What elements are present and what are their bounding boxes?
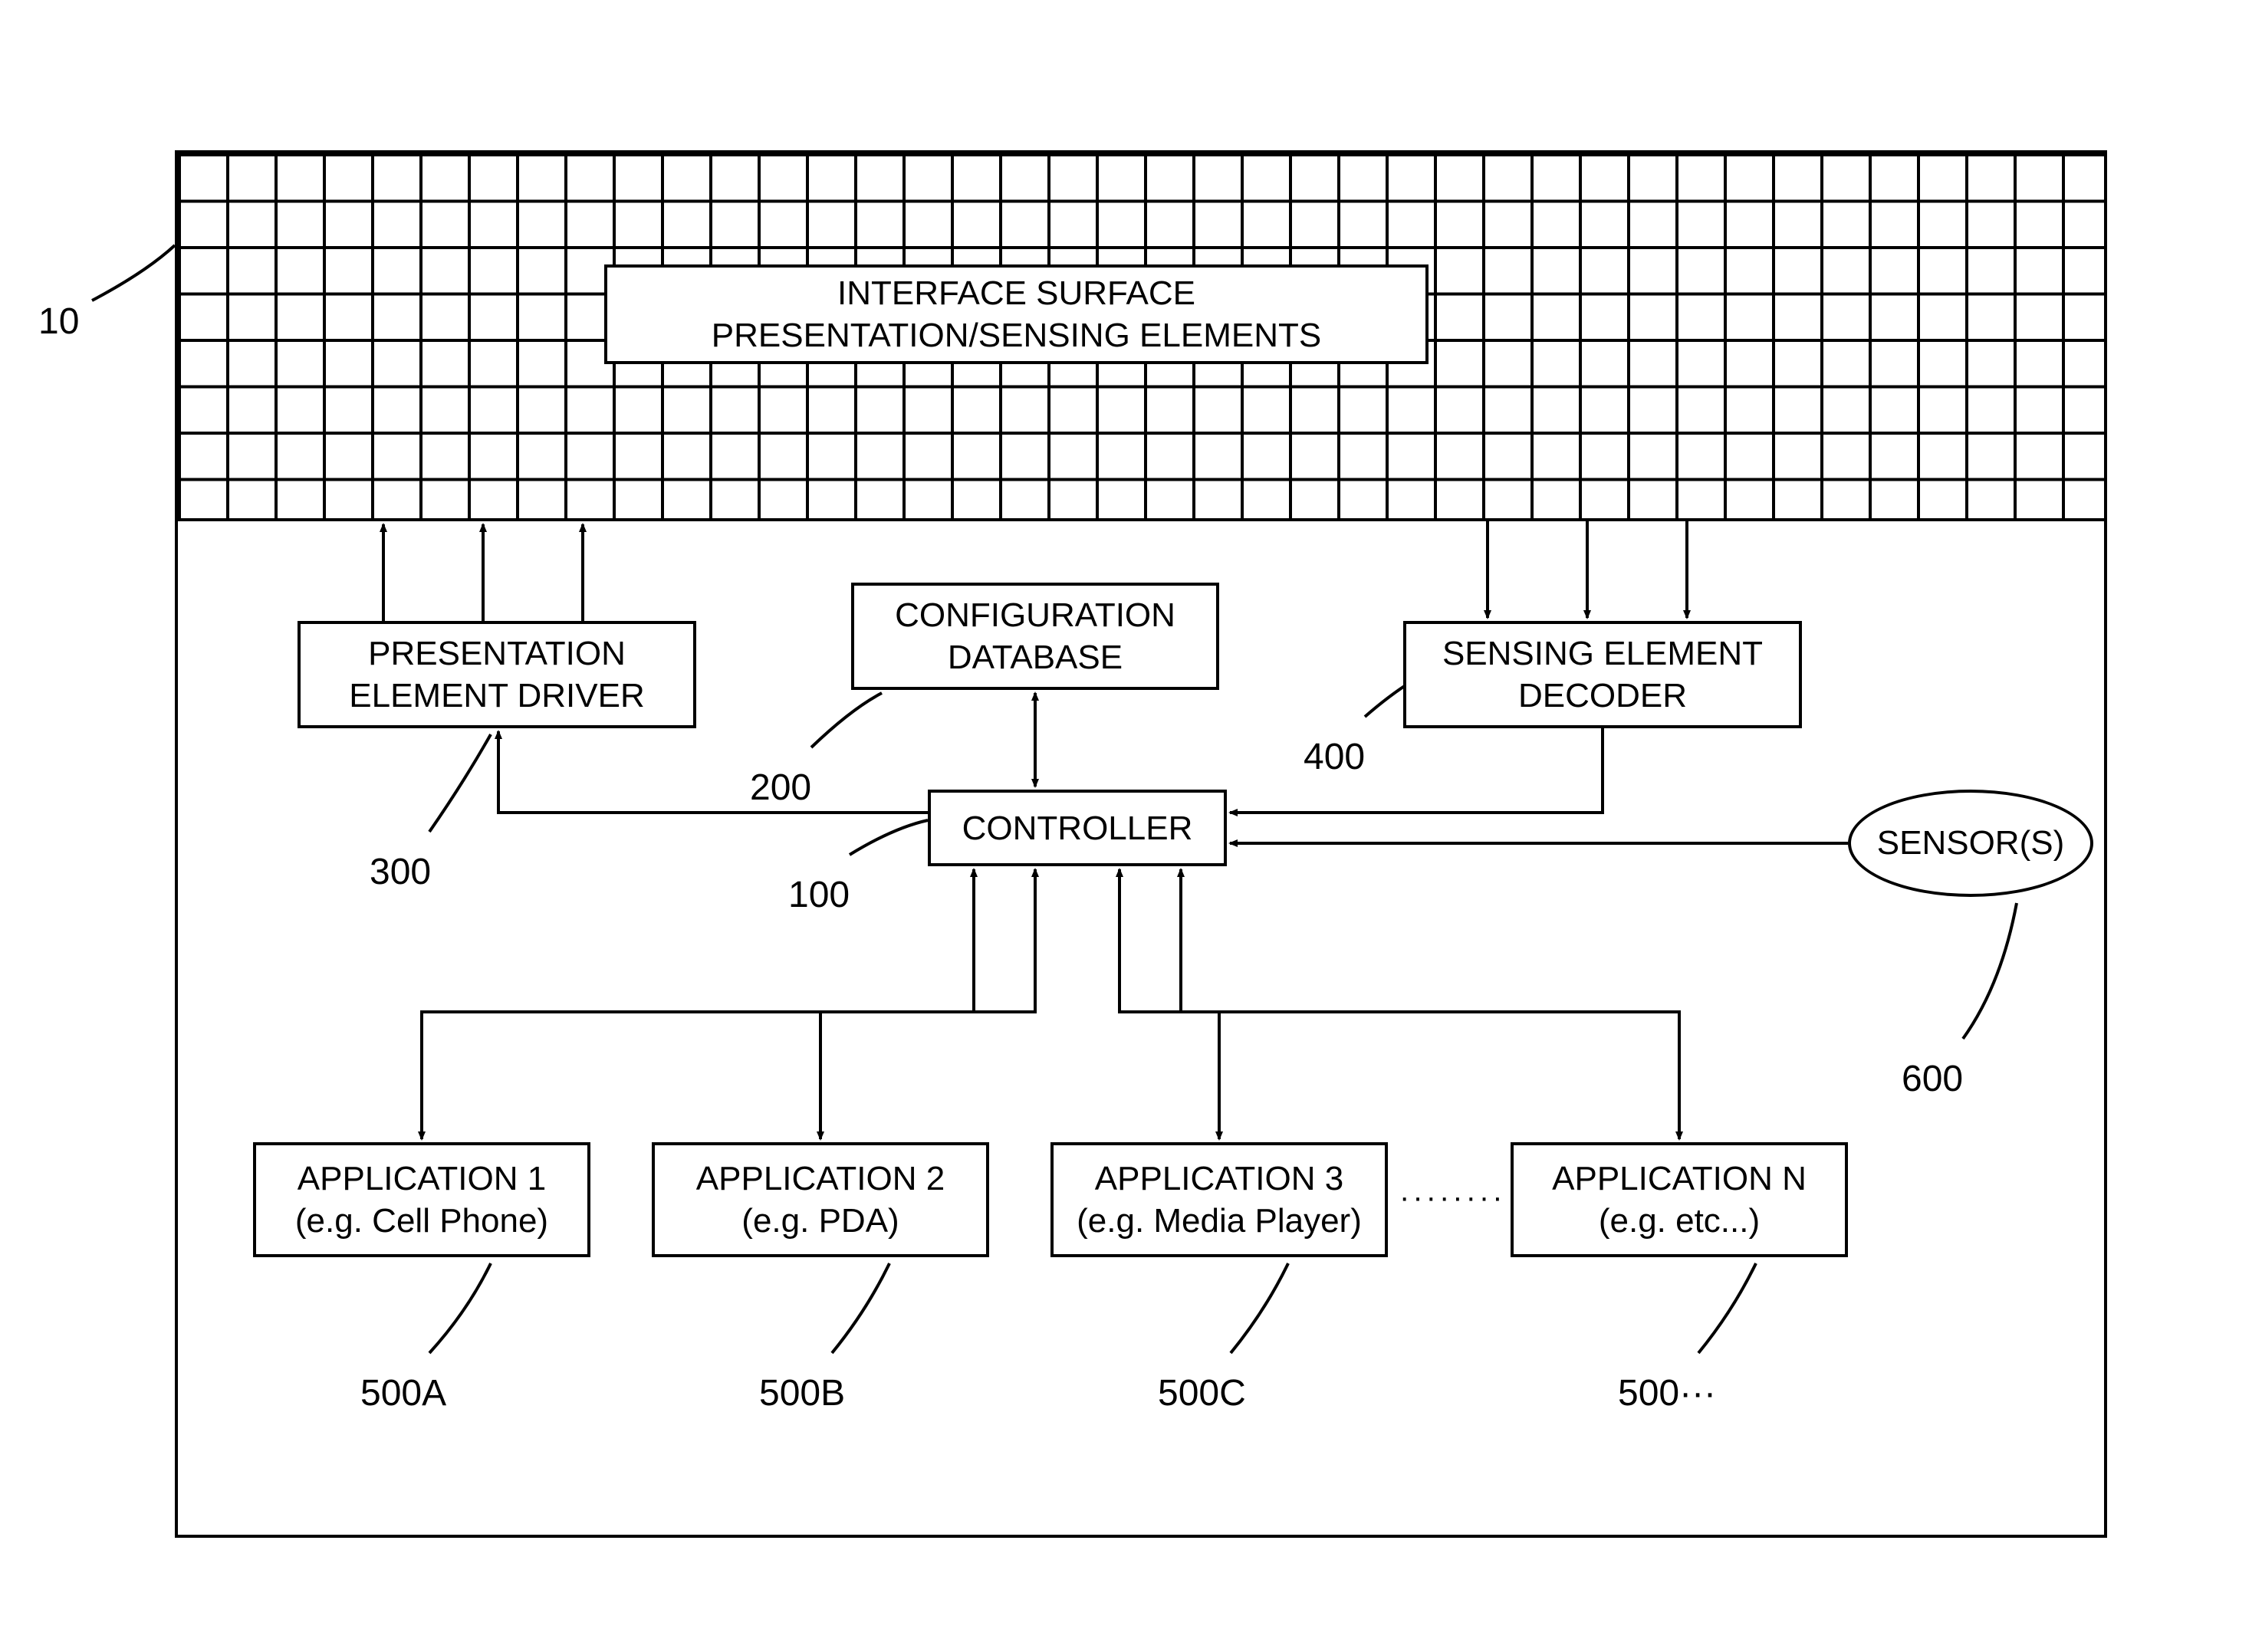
controller-line1: CONTROLLER [962, 807, 1193, 849]
presentation-element-driver-line1: PRESENTATION [368, 632, 626, 675]
application-n-box: APPLICATION N (e.g. etc...) [1511, 1142, 1848, 1257]
controller-box: CONTROLLER [928, 790, 1227, 866]
ref-400: 400 [1304, 736, 1365, 778]
ref-500a: 500A [360, 1372, 446, 1414]
application-2-line2: (e.g. PDA) [741, 1200, 899, 1242]
presentation-element-driver-box: PRESENTATION ELEMENT DRIVER [298, 621, 696, 728]
interface-surface-label-line2: PRESENTATION/SENSING ELEMENTS [712, 314, 1321, 356]
interface-surface-label-line1: INTERFACE SURFACE [837, 272, 1195, 314]
sensors-line1: SENSOR(S) [1877, 824, 2064, 862]
application-3-box: APPLICATION 3 (e.g. Media Player) [1050, 1142, 1388, 1257]
ref-500b: 500B [759, 1372, 845, 1414]
application-1-line2: (e.g. Cell Phone) [295, 1200, 548, 1242]
ref-600: 600 [1902, 1058, 1963, 1100]
ref-100: 100 [788, 874, 850, 916]
sensors-ellipse: SENSOR(S) [1848, 790, 2093, 897]
application-n-line1: APPLICATION N [1552, 1158, 1807, 1200]
ref-200: 200 [750, 767, 811, 809]
sensing-element-decoder-line1: SENSING ELEMENT [1442, 632, 1763, 675]
ref-500c: 500C [1158, 1372, 1246, 1414]
apps-ellipsis: ········ [1399, 1181, 1506, 1215]
sensing-element-decoder-line2: DECODER [1518, 675, 1687, 717]
interface-surface-label-box: INTERFACE SURFACE PRESENTATION/SENSING E… [604, 264, 1429, 364]
application-2-line1: APPLICATION 2 [696, 1158, 945, 1200]
application-2-box: APPLICATION 2 (e.g. PDA) [652, 1142, 989, 1257]
application-3-line2: (e.g. Media Player) [1077, 1200, 1362, 1242]
ref-10: 10 [38, 301, 79, 343]
ref-300: 300 [370, 851, 431, 893]
application-n-line2: (e.g. etc...) [1599, 1200, 1760, 1242]
configuration-database-line2: DATABASE [948, 636, 1123, 678]
application-3-line1: APPLICATION 3 [1095, 1158, 1343, 1200]
sensing-element-decoder-box: SENSING ELEMENT DECODER [1403, 621, 1802, 728]
configuration-database-box: CONFIGURATION DATABASE [851, 583, 1219, 690]
presentation-element-driver-line2: ELEMENT DRIVER [349, 675, 645, 717]
application-1-box: APPLICATION 1 (e.g. Cell Phone) [253, 1142, 590, 1257]
ref-500n: 500··· [1618, 1372, 1716, 1414]
configuration-database-line1: CONFIGURATION [895, 594, 1175, 636]
application-1-line1: APPLICATION 1 [298, 1158, 546, 1200]
diagram-canvas: INTERFACE SURFACE PRESENTATION/SENSING E… [0, 0, 2262, 1652]
